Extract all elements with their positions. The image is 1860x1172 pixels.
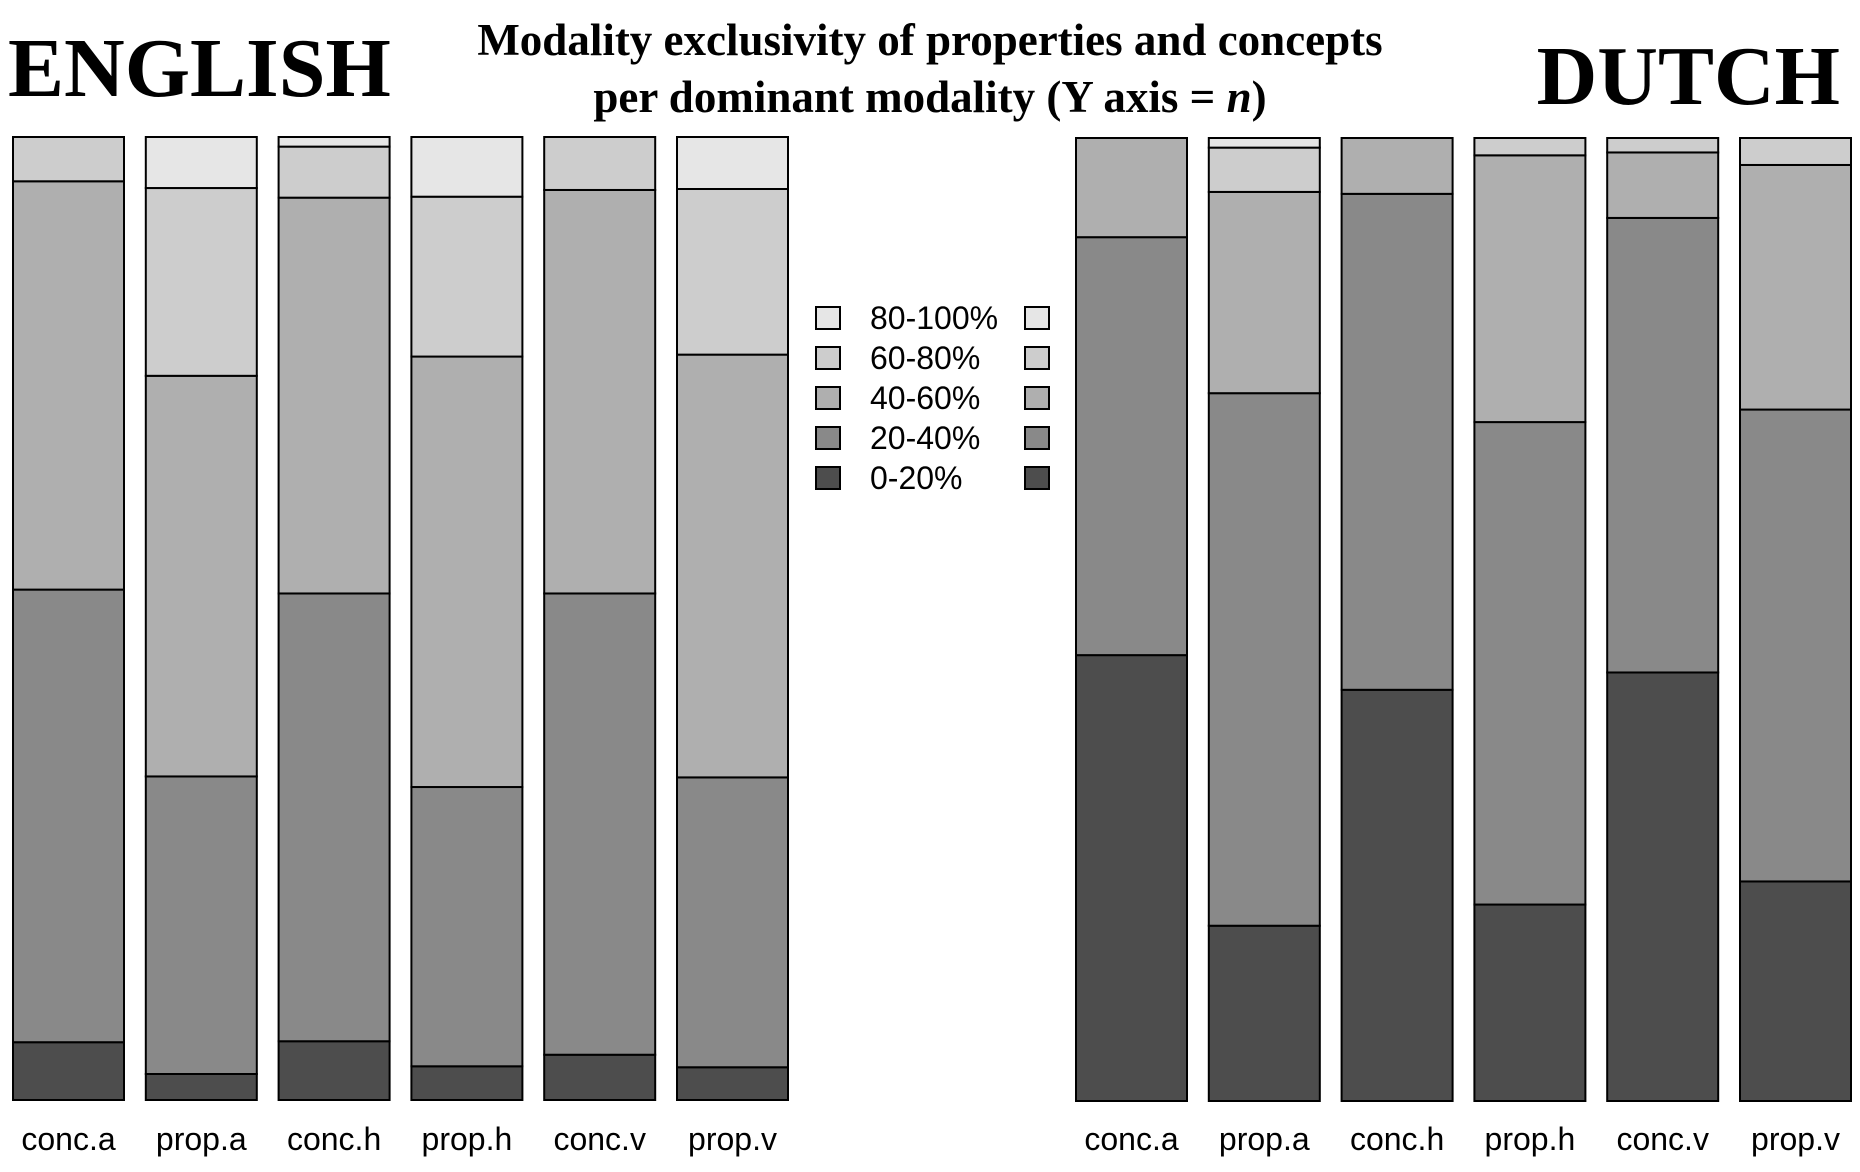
bar-segment-dutch-conc.a-20-40%: [1075, 236, 1188, 657]
bar-segment-english-prop.h-0-20%: [410, 1065, 524, 1102]
x-tick-label-english-prop.a: prop.a: [156, 1121, 247, 1157]
bar-segment-english-prop.h-80-100%: [410, 136, 524, 198]
legend: 80-100% 60-80% 40-60% 20-40% 0-20%: [815, 300, 1050, 496]
bar-segment-dutch-conc.v-60-80%: [1606, 137, 1720, 154]
legend-swatch-left-40-60%: [815, 386, 841, 410]
bar-segment-english-conc.h-80-100%: [277, 136, 391, 148]
bar-segment-english-conc.h-20-40%: [277, 592, 391, 1043]
bar-segment-dutch-prop.a-60-80%: [1207, 146, 1321, 193]
x-tick-label-dutch-prop.h: prop.h: [1485, 1121, 1576, 1157]
bar-segment-dutch-conc.a-40-60%: [1075, 137, 1188, 239]
bar-segment-dutch-prop.v-0-20%: [1739, 880, 1852, 1102]
bar-segment-dutch-conc.h-20-40%: [1340, 192, 1454, 691]
legend-swatch-right-80-100%: [1024, 306, 1050, 330]
bar-segment-english-prop.v-80-100%: [676, 136, 789, 191]
bar-segment-english-prop.a-0-20%: [144, 1072, 258, 1102]
x-tick-label-dutch-conc.v: conc.v: [1616, 1121, 1708, 1157]
legend-label-40-60%: 40-60%: [870, 380, 980, 416]
x-tick-label-english-conc.a: conc.a: [21, 1121, 115, 1157]
bar-segment-dutch-prop.a-40-60%: [1207, 190, 1321, 395]
bar-segment-dutch-conc.h-40-60%: [1340, 137, 1454, 195]
legend-label-60-80%: 60-80%: [870, 340, 980, 376]
x-tick-label-dutch-prop.a: prop.a: [1219, 1121, 1310, 1157]
x-tick-label-english-conc.v: conc.v: [553, 1121, 645, 1157]
legend-swatch-right-0-20%: [1024, 466, 1050, 490]
x-tick-label-dutch-conc.h: conc.h: [1350, 1121, 1444, 1157]
bar-segment-english-prop.a-60-80%: [144, 187, 258, 377]
bar-segment-english-conc.h-60-80%: [277, 145, 391, 199]
bar-segment-english-prop.h-20-40%: [410, 786, 524, 1068]
bar-segment-dutch-conc.v-20-40%: [1606, 216, 1720, 674]
bar-segment-english-prop.a-80-100%: [144, 136, 258, 190]
bar-segment-english-conc.a-0-20%: [12, 1041, 125, 1101]
bar-segment-dutch-conc.a-0-20%: [1075, 654, 1188, 1102]
bar-segment-dutch-prop.h-0-20%: [1473, 903, 1587, 1102]
bar-segment-english-conc.a-40-60%: [12, 180, 125, 591]
bars-dutch: [1075, 137, 1852, 1103]
bar-segment-dutch-prop.a-0-20%: [1207, 924, 1321, 1103]
legend-swatch-left-60-80%: [815, 346, 841, 370]
bar-segment-english-conc.h-40-60%: [277, 196, 391, 595]
legend-label-20-40%: 20-40%: [870, 420, 980, 456]
legend-swatch-right-20-40%: [1024, 426, 1050, 450]
bar-segment-english-conc.v-40-60%: [543, 188, 657, 595]
legend-swatch-right-60-80%: [1024, 346, 1050, 370]
bar-segment-dutch-prop.h-40-60%: [1473, 154, 1587, 424]
bar-segment-english-prop.a-20-40%: [144, 775, 258, 1075]
bar-segment-english-conc.v-60-80%: [543, 136, 657, 191]
bar-segment-english-prop.v-0-20%: [676, 1066, 789, 1102]
panel-title-english: ENGLISH: [8, 22, 391, 115]
bar-segment-english-conc.v-0-20%: [543, 1053, 657, 1102]
bar-segment-english-prop.h-60-80%: [410, 195, 524, 358]
x-tick-label-dutch-prop.v: prop.v: [1751, 1121, 1840, 1157]
legend-swatch-right-40-60%: [1024, 386, 1050, 410]
bar-segment-dutch-prop.a-80-100%: [1207, 137, 1321, 149]
chart-title-line1: Modality exclusivity of properties and c…: [477, 15, 1382, 65]
bar-segment-english-conc.v-20-40%: [543, 592, 657, 1056]
x-tick-label-english-prop.h: prop.h: [422, 1121, 513, 1157]
bar-segment-dutch-prop.v-20-40%: [1739, 408, 1852, 883]
legend-label-0-20%: 0-20%: [870, 460, 963, 496]
x-tick-label-dutch-conc.a: conc.a: [1084, 1121, 1178, 1157]
panel-title-dutch: DUTCH: [1537, 30, 1840, 123]
bar-segment-dutch-prop.h-20-40%: [1473, 421, 1587, 906]
bar-segment-english-prop.v-20-40%: [676, 776, 789, 1069]
bar-segment-dutch-prop.h-60-80%: [1473, 137, 1587, 157]
x-tick-label-english-prop.v: prop.v: [688, 1121, 777, 1157]
bar-segment-dutch-conc.h-0-20%: [1340, 688, 1454, 1102]
bars-english: [12, 136, 789, 1102]
bar-segment-english-prop.v-40-60%: [676, 353, 789, 779]
bar-segment-english-conc.a-60-80%: [12, 136, 125, 183]
bar-segment-english-prop.v-60-80%: [676, 188, 789, 356]
legend-label-80-100%: 80-100%: [870, 300, 998, 336]
bar-segment-english-prop.a-40-60%: [144, 374, 258, 778]
bar-segment-dutch-conc.v-0-20%: [1606, 671, 1720, 1103]
bar-segment-dutch-conc.v-40-60%: [1606, 151, 1720, 219]
x-ticks-english: conc.a prop.a conc.h prop.h conc.v prop.v: [21, 1121, 777, 1157]
bar-segment-dutch-prop.v-40-60%: [1739, 163, 1852, 411]
bar-segment-english-prop.h-40-60%: [410, 355, 524, 789]
bar-segment-dutch-prop.v-60-80%: [1739, 137, 1852, 166]
chart-title-line2: per dominant modality (Y axis = n): [593, 72, 1266, 122]
legend-swatch-left-0-20%: [815, 466, 841, 490]
x-ticks-dutch: conc.a prop.a conc.h prop.h conc.v prop.v: [1084, 1121, 1840, 1157]
legend-swatch-left-20-40%: [815, 426, 841, 450]
bar-segment-english-conc.h-0-20%: [277, 1040, 391, 1101]
legend-swatch-left-80-100%: [815, 306, 841, 330]
bar-segment-english-conc.a-20-40%: [12, 588, 125, 1044]
bar-segment-dutch-prop.a-20-40%: [1207, 392, 1321, 927]
x-tick-label-english-conc.h: conc.h: [287, 1121, 381, 1157]
